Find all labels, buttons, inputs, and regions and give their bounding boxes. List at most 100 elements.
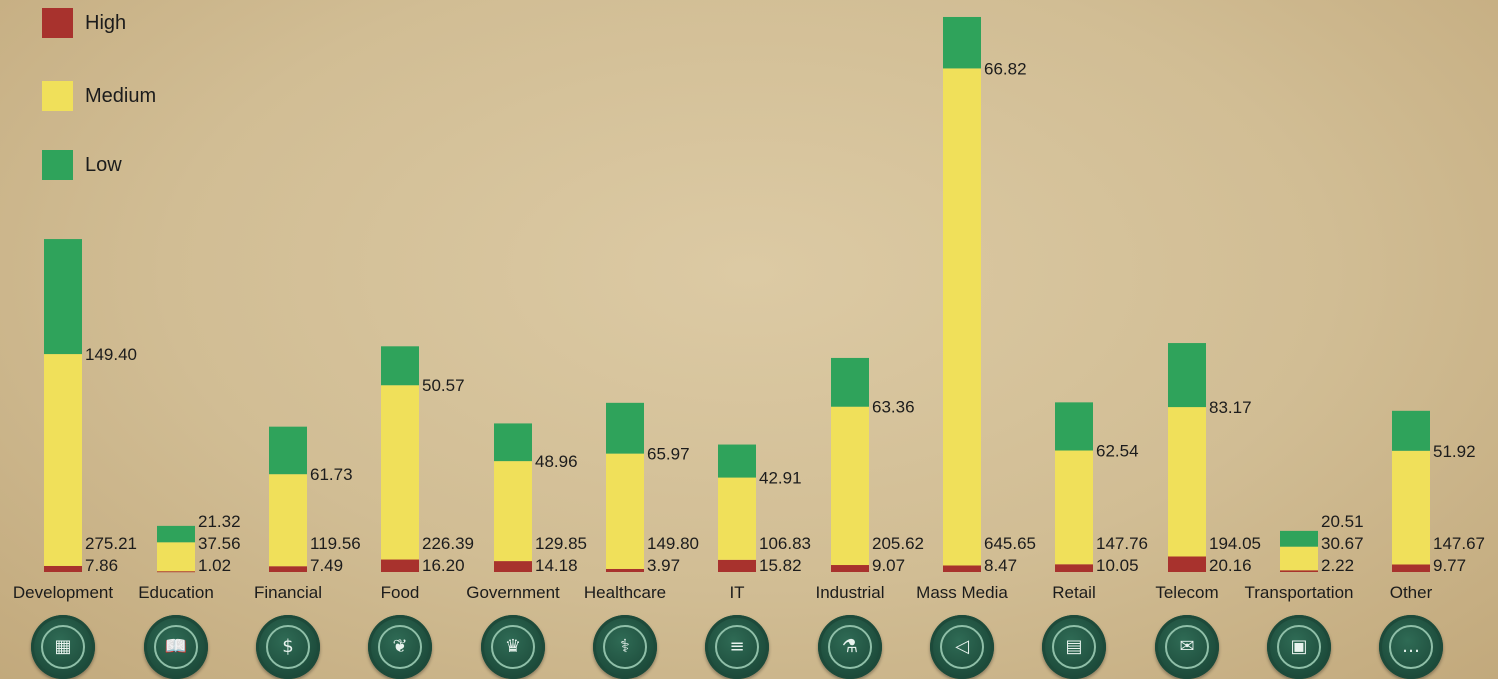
category-label-government: Government [466, 583, 560, 602]
badge-mass-media: ◁ [930, 615, 994, 679]
label-healthcare-high: 3.97 [647, 556, 680, 575]
label-education-medium: 37.56 [198, 534, 241, 553]
bar-mass-media-medium [943, 68, 981, 566]
bar-it-high [718, 559, 756, 572]
book-icon: 📖 [154, 625, 198, 669]
badge-telecom: ✉ [1155, 615, 1219, 679]
label-food-medium: 226.39 [422, 534, 474, 553]
legend-swatch-low [42, 150, 73, 180]
label-industrial-low: 63.36 [872, 398, 915, 417]
category-label-development: Development [13, 583, 113, 602]
bar-government-high [494, 561, 532, 572]
envelope-icon: ✉ [1165, 625, 1209, 669]
label-other-medium: 147.67 [1433, 534, 1485, 553]
bar-education-high [157, 571, 195, 573]
category-label-other: Other [1390, 583, 1433, 602]
bar-retail-high [1055, 564, 1093, 572]
crown-icon: ♛ [491, 625, 535, 669]
wall-icon: ▦ [41, 625, 85, 669]
bar-it-low [718, 444, 756, 478]
badge-industrial: ⚗ [818, 615, 882, 679]
bar-industrial-medium [831, 406, 869, 566]
label-development-medium: 275.21 [85, 534, 137, 553]
label-mass-media-high: 8.47 [984, 556, 1017, 575]
more-icon: … [1389, 625, 1433, 669]
category-label-telecom: Telecom [1155, 583, 1218, 602]
label-it-medium: 106.83 [759, 534, 811, 553]
legend-item-high: High [42, 8, 126, 38]
badge-financial: $ [256, 615, 320, 679]
category-label-industrial: Industrial [816, 583, 885, 602]
label-telecom-low: 83.17 [1209, 398, 1252, 417]
label-retail-low: 62.54 [1096, 442, 1139, 461]
bar-industrial-low [831, 357, 869, 407]
category-label-transportation: Transportation [1245, 583, 1354, 602]
badge-retail: ▤ [1042, 615, 1106, 679]
label-education-high: 1.02 [198, 556, 231, 575]
legend-swatch-medium [42, 81, 73, 111]
badge-food: ❦ [368, 615, 432, 679]
bar-government-medium [494, 461, 532, 562]
bar-financial-high [269, 566, 307, 572]
label-industrial-high: 9.07 [872, 556, 905, 575]
bar-mass-media-low [943, 16, 981, 69]
category-label-healthcare: Healthcare [584, 583, 666, 602]
truck-icon: ▣ [1277, 625, 1321, 669]
label-transportation-low: 20.51 [1321, 512, 1364, 531]
badge-education: 📖 [144, 615, 208, 679]
label-government-high: 14.18 [535, 556, 578, 575]
label-retail-high: 10.05 [1096, 556, 1139, 575]
bar-it-medium [718, 477, 756, 560]
label-it-high: 15.82 [759, 556, 802, 575]
bar-healthcare-high [606, 568, 644, 572]
bar-food-high [381, 559, 419, 572]
label-government-low: 48.96 [535, 452, 578, 471]
label-other-high: 9.77 [1433, 556, 1466, 575]
bar-transportation-medium [1280, 546, 1318, 571]
category-label-mass-media: Mass Media [916, 583, 1008, 602]
bar-retail-low [1055, 402, 1093, 451]
label-healthcare-low: 65.97 [647, 445, 690, 464]
wheat-icon: ❦ [378, 625, 422, 669]
category-label-education: Education [138, 583, 214, 602]
legend-item-medium: Medium [42, 81, 156, 111]
label-other-low: 51.92 [1433, 442, 1476, 461]
label-food-high: 16.20 [422, 556, 465, 575]
label-retail-medium: 147.76 [1096, 534, 1148, 553]
legend-label-high: High [85, 11, 127, 34]
label-transportation-high: 2.22 [1321, 556, 1354, 575]
money-bag-icon: $ [266, 625, 310, 669]
bar-food-low [381, 346, 419, 386]
bar-education-medium [157, 542, 195, 572]
bar-transportation-high [1280, 570, 1318, 572]
label-government-medium: 129.85 [535, 534, 587, 553]
bar-telecom-medium [1168, 407, 1206, 557]
label-education-low: 21.32 [198, 512, 241, 531]
caduceus-icon: ⚕ [603, 625, 647, 669]
label-telecom-medium: 194.05 [1209, 534, 1261, 553]
bar-healthcare-medium [606, 453, 644, 569]
label-transportation-medium: 30.67 [1321, 534, 1364, 553]
scroll-icon: ≡ [715, 625, 759, 669]
bar-mass-media-high [943, 565, 981, 572]
bar-development-medium [44, 354, 82, 566]
megaphone-icon: ◁ [940, 625, 984, 669]
label-financial-high: 7.49 [310, 556, 343, 575]
bar-telecom-high [1168, 556, 1206, 572]
bar-development-high [44, 565, 82, 572]
badge-development: ▦ [31, 615, 95, 679]
bar-retail-medium [1055, 450, 1093, 565]
bar-development-low [44, 239, 82, 355]
label-it-low: 42.91 [759, 469, 802, 488]
badge-government: ♛ [481, 615, 545, 679]
badge-transportation: ▣ [1267, 615, 1331, 679]
label-mass-media-medium: 645.65 [984, 534, 1036, 553]
badge-healthcare: ⚕ [593, 615, 657, 679]
category-label-retail: Retail [1052, 583, 1095, 602]
badge-it: ≡ [705, 615, 769, 679]
bar-transportation-low [1280, 530, 1318, 547]
bar-financial-medium [269, 474, 307, 567]
legend-swatch-high [42, 8, 73, 38]
bar-other-high [1392, 564, 1430, 572]
